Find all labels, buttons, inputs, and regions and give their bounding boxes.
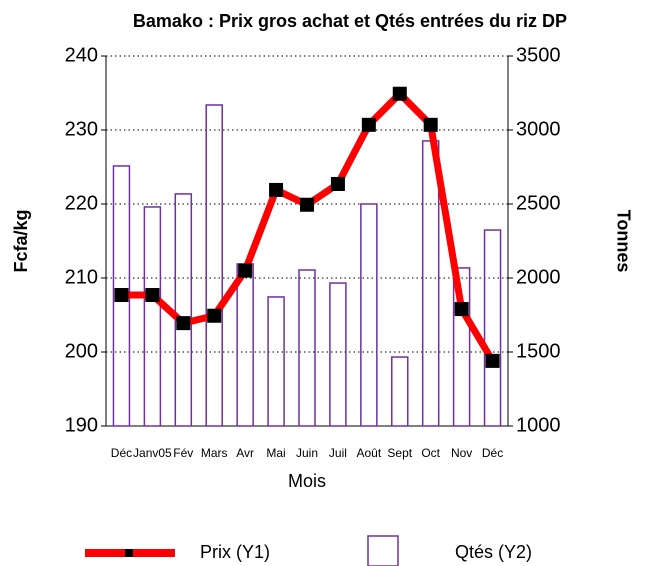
- bar: [421, 140, 440, 427]
- marker: [238, 263, 253, 278]
- y2-tick-label: 3000: [516, 118, 561, 140]
- y2-tick-label: 2500: [516, 192, 561, 214]
- bar: [360, 203, 378, 427]
- y2-tick-label: 1500: [516, 340, 561, 362]
- x-tick-label: Oct: [421, 446, 440, 460]
- y-tick-label: 210: [65, 266, 98, 288]
- bar: [298, 269, 316, 427]
- x-tick-label: Nov: [451, 446, 472, 460]
- marker: [176, 316, 191, 331]
- x-tick-label: Fév: [173, 446, 193, 460]
- y2-axis-label: Tonnes: [613, 210, 633, 273]
- bar: [391, 356, 409, 427]
- x-axis-label: Mois: [288, 471, 326, 491]
- marker: [423, 117, 438, 132]
- x-tick-label: Août: [357, 446, 382, 460]
- bar: [205, 104, 223, 427]
- y-tick-label: 190: [65, 414, 98, 436]
- y-tick-label: 200: [65, 340, 98, 362]
- x-tick-label: Janv05: [133, 446, 172, 460]
- bar: [267, 296, 285, 427]
- bar: [329, 282, 347, 427]
- legend-label: Prix (Y1): [200, 542, 270, 562]
- y2-tick-label: 1000: [516, 414, 561, 436]
- x-tick-label: Mai: [266, 446, 285, 460]
- y2-tick-label: 2000: [516, 266, 561, 288]
- y2-tick-label: 3500: [516, 44, 561, 66]
- marker: [361, 117, 376, 132]
- marker: [269, 182, 284, 197]
- marker: [300, 197, 314, 212]
- x-tick-label: Déc: [482, 446, 503, 460]
- chart-title: Bamako : Prix gros achat et Qtés entrées…: [133, 11, 567, 31]
- bar: [483, 229, 502, 427]
- bar: [236, 263, 254, 427]
- y-tick-label: 220: [65, 192, 98, 214]
- bar: [143, 206, 162, 427]
- marker: [392, 86, 407, 101]
- marker: [145, 288, 160, 303]
- marker: [207, 308, 222, 323]
- y-tick-label: 230: [65, 118, 98, 140]
- x-tick-label: Déc: [111, 446, 132, 460]
- y-tick-label: 240: [65, 44, 98, 66]
- x-tick-label: Juin: [296, 446, 318, 460]
- legend-marker: [125, 549, 133, 557]
- bar: [452, 267, 471, 427]
- y-axis-label: Fcfa/kg: [11, 209, 31, 272]
- marker: [485, 353, 500, 368]
- x-tick-label: Mars: [201, 446, 228, 460]
- marker: [330, 177, 345, 192]
- x-tick-label: Juil: [329, 446, 347, 460]
- marker: [114, 288, 129, 303]
- legend-label: Qtés (Y2): [455, 542, 532, 562]
- marker: [454, 302, 469, 317]
- x-tick-label: Avr: [236, 446, 254, 460]
- bar: [174, 193, 193, 427]
- x-tick-label: Sept: [387, 446, 412, 460]
- legend-swatch: [367, 535, 399, 566]
